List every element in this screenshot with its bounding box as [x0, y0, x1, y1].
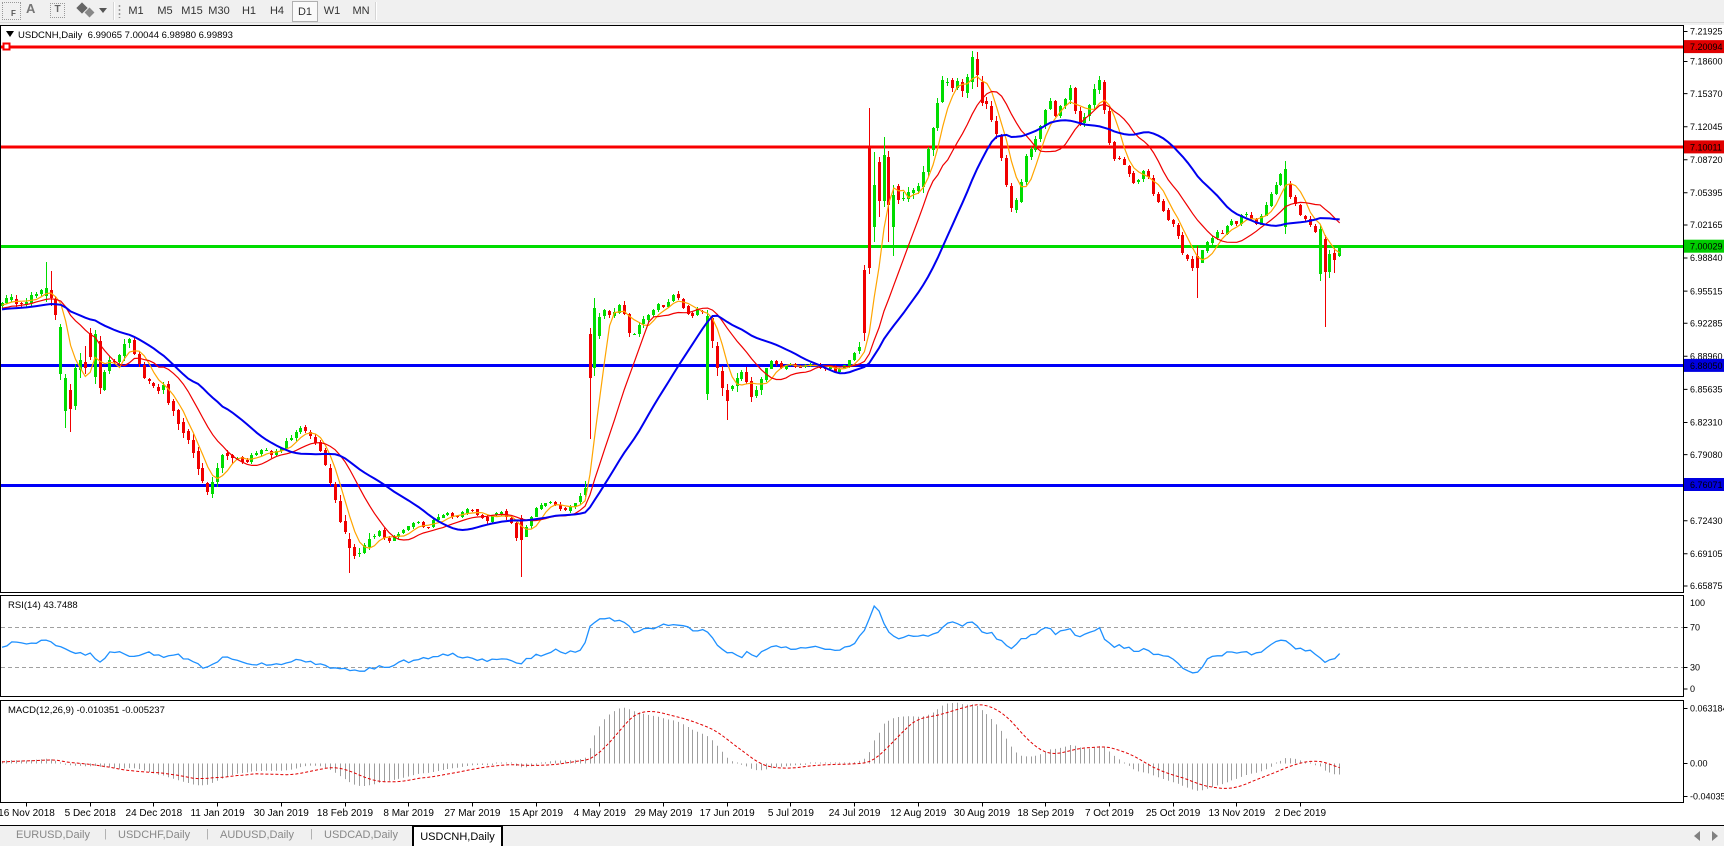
- svg-text:12 Aug 2019: 12 Aug 2019: [890, 808, 947, 819]
- svg-text:5 Dec 2018: 5 Dec 2018: [65, 808, 117, 819]
- svg-text:6.76071: 6.76071: [1690, 480, 1723, 490]
- svg-text:6.85635: 6.85635: [1690, 385, 1723, 395]
- svg-text:7.10011: 7.10011: [1690, 142, 1722, 152]
- svg-text:6.88050: 6.88050: [1690, 361, 1723, 371]
- svg-text:7.00029: 7.00029: [1690, 242, 1723, 252]
- svg-text:29 May 2019: 29 May 2019: [635, 808, 693, 819]
- svg-text:7.12045: 7.12045: [1690, 122, 1723, 132]
- svg-text:6.88960: 6.88960: [1690, 352, 1723, 362]
- svg-text:25 Oct 2019: 25 Oct 2019: [1146, 808, 1201, 819]
- svg-text:0.063184: 0.063184: [1690, 704, 1724, 714]
- svg-text:RSI(14) 43.7488: RSI(14) 43.7488: [8, 600, 78, 611]
- svg-text:6.92285: 6.92285: [1690, 318, 1723, 328]
- svg-text:5 Jul 2019: 5 Jul 2019: [768, 808, 815, 819]
- svg-text:7.18600: 7.18600: [1690, 57, 1723, 67]
- svg-text:7 Oct 2019: 7 Oct 2019: [1085, 808, 1134, 819]
- svg-text:18 Sep 2019: 18 Sep 2019: [1017, 808, 1074, 819]
- svg-text:6.69105: 6.69105: [1690, 549, 1723, 559]
- svg-text:6.82310: 6.82310: [1690, 418, 1723, 428]
- svg-text:11 Jan 2019: 11 Jan 2019: [190, 808, 245, 819]
- svg-text:6.72430: 6.72430: [1690, 516, 1723, 526]
- svg-text:6.98840: 6.98840: [1690, 253, 1723, 263]
- svg-text:13 Nov 2019: 13 Nov 2019: [1208, 808, 1265, 819]
- svg-text:27 Mar 2019: 27 Mar 2019: [444, 808, 501, 819]
- svg-text:7.15370: 7.15370: [1690, 89, 1723, 99]
- svg-text:70: 70: [1690, 622, 1700, 632]
- svg-text:30 Aug 2019: 30 Aug 2019: [954, 808, 1011, 819]
- svg-text:24 Jul 2019: 24 Jul 2019: [829, 808, 881, 819]
- svg-text:6.95515: 6.95515: [1690, 286, 1723, 296]
- svg-text:7.08720: 7.08720: [1690, 155, 1723, 165]
- svg-text:7.05395: 7.05395: [1690, 188, 1723, 198]
- svg-text:4 May 2019: 4 May 2019: [574, 808, 627, 819]
- svg-text:MACD(12,26,9) -0.010351 -0.005: MACD(12,26,9) -0.010351 -0.005237: [8, 705, 165, 716]
- svg-text:30 Jan 2019: 30 Jan 2019: [254, 808, 309, 819]
- svg-text:6.65875: 6.65875: [1690, 581, 1723, 591]
- svg-text:7.02165: 7.02165: [1690, 220, 1723, 230]
- svg-text:2 Dec 2019: 2 Dec 2019: [1275, 808, 1327, 819]
- svg-text:7.20094: 7.20094: [1690, 42, 1723, 52]
- svg-text:17 Jun 2019: 17 Jun 2019: [700, 808, 755, 819]
- svg-text:16 Nov 2018: 16 Nov 2018: [0, 808, 55, 819]
- svg-text:6.79080: 6.79080: [1690, 450, 1723, 460]
- svg-text:30: 30: [1690, 663, 1700, 673]
- svg-text:USDCNH,Daily 6.99065 7.00044: USDCNH,Daily 6.99065 7.00044 6.98980 6.9…: [18, 30, 233, 41]
- svg-text:15 Apr 2019: 15 Apr 2019: [509, 808, 563, 819]
- svg-text:18 Feb 2019: 18 Feb 2019: [317, 808, 374, 819]
- svg-text:7.21925: 7.21925: [1690, 27, 1723, 37]
- svg-text:0: 0: [1690, 684, 1695, 694]
- svg-text:-0.040355: -0.040355: [1690, 792, 1724, 802]
- svg-text:100: 100: [1690, 598, 1705, 608]
- svg-text:0.00: 0.00: [1690, 758, 1708, 768]
- svg-text:24 Dec 2018: 24 Dec 2018: [126, 808, 183, 819]
- svg-text:8 Mar 2019: 8 Mar 2019: [383, 808, 434, 819]
